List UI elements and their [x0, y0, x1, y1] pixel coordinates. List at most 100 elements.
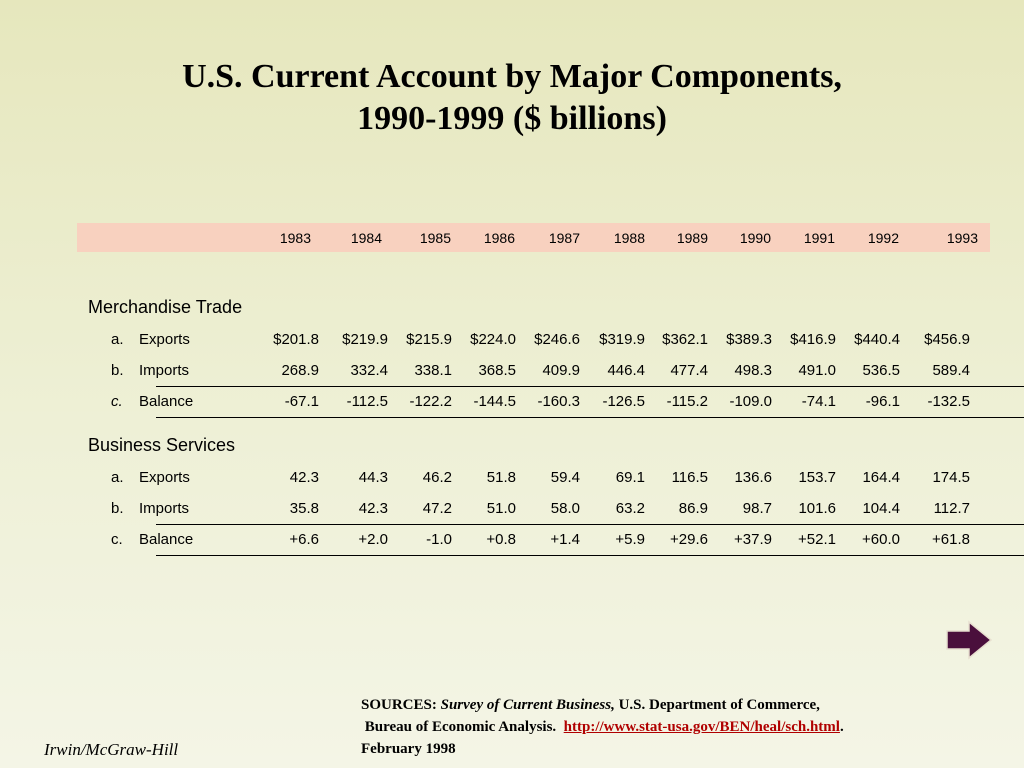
sources-note: SOURCES: Survey of Current Business, U.S… — [361, 694, 1021, 760]
table-cell: 116.5 — [671, 469, 708, 486]
table-cell: 69.1 — [615, 469, 645, 486]
sources-agency: U.S. Department of Commerce, — [618, 697, 820, 713]
table-cell: 42.3 — [358, 500, 388, 517]
row-divider — [156, 524, 1024, 525]
table-cell: -126.5 — [602, 393, 645, 410]
table-cell: 477.4 — [670, 362, 708, 379]
table-cell: +5.9 — [615, 531, 645, 548]
row-label: Imports — [139, 362, 190, 379]
table-cell: 104.4 — [862, 500, 900, 517]
table-cell: -96.1 — [865, 393, 900, 410]
table-cell: -109.0 — [729, 393, 772, 410]
sources-bureau: Bureau of Economic Analysis. — [364, 719, 557, 735]
year-header-cell: 1991 — [803, 230, 835, 246]
row-letter: a. — [111, 331, 124, 348]
year-header-cell: 1986 — [483, 230, 515, 246]
sources-link[interactable]: http://www.stat-usa.gov/BEN/heal/sch.htm… — [563, 719, 840, 735]
table-cell: +0.8 — [486, 531, 516, 548]
section-label: Merchandise Trade — [88, 297, 243, 317]
table-cell: $416.9 — [790, 331, 836, 348]
year-header-cell: 1989 — [676, 230, 708, 246]
sources-period: . — [839, 719, 844, 735]
table-cell: -160.3 — [537, 393, 580, 410]
year-header-cell: 1992 — [867, 230, 899, 246]
row-divider — [156, 386, 1024, 387]
table-cell: -115.2 — [666, 393, 708, 410]
year-header-cell: 1987 — [548, 230, 580, 246]
table-cell: 112.7 — [933, 500, 970, 517]
table-cell: 86.9 — [678, 500, 708, 517]
table-cell: 51.8 — [486, 469, 516, 486]
table-cell: 446.4 — [607, 362, 645, 379]
table-cell: 101.6 — [798, 500, 836, 517]
table-cell: 409.9 — [542, 362, 580, 379]
table-cell: 59.4 — [550, 469, 580, 486]
table-cell: 51.0 — [486, 500, 516, 517]
table-cell: $389.3 — [726, 331, 772, 348]
table-cell: +6.6 — [289, 531, 319, 548]
table-cell: 164.4 — [862, 469, 900, 486]
table-cell: 332.4 — [350, 362, 388, 379]
row-label: Imports — [139, 500, 190, 517]
table-cell: -122.2 — [409, 393, 452, 410]
table-cell: -144.5 — [473, 393, 516, 410]
row-divider — [156, 555, 1024, 556]
table-cell: +52.1 — [798, 531, 836, 548]
table-cell: $215.9 — [406, 331, 452, 348]
table-cell: +2.0 — [358, 531, 388, 548]
table-cell: 42.3 — [289, 469, 319, 486]
table-cell: 58.0 — [550, 500, 580, 517]
table-cell: +1.4 — [550, 531, 580, 548]
row-label: Exports — [139, 469, 190, 486]
year-header-cell: 1985 — [419, 230, 451, 246]
section-label: Business Services — [88, 435, 236, 455]
row-label: Balance — [139, 531, 194, 548]
table-cell: 268.9 — [281, 362, 319, 379]
table-cell: -132.5 — [927, 393, 970, 410]
row-label: Exports — [139, 331, 190, 348]
table-cell: $201.8 — [273, 331, 319, 348]
year-header-cell: 1988 — [613, 230, 645, 246]
title-line-2: 1990-1999 ($ billions) — [357, 100, 667, 137]
table-cell: +37.9 — [734, 531, 772, 548]
next-slide-button[interactable] — [944, 620, 994, 660]
table-cell: 98.7 — [742, 500, 772, 517]
table-cell: 491.0 — [798, 362, 836, 379]
table-cell: $456.9 — [924, 331, 970, 348]
table-cell: 46.2 — [422, 469, 452, 486]
page-title: U.S. Current Account by Major Components… — [0, 56, 1024, 140]
table-cell: $246.6 — [534, 331, 580, 348]
sources-date: February 1998 — [361, 741, 456, 757]
table-cell: 536.5 — [862, 362, 900, 379]
table-cell: 589.4 — [932, 362, 970, 379]
table-cell: 35.8 — [289, 500, 319, 517]
table-cell: 368.5 — [478, 362, 516, 379]
table-cell: $440.4 — [854, 331, 900, 348]
publisher-label: Irwin/McGraw-Hill — [44, 740, 179, 759]
sources-publication: Survey of Current Business, — [440, 697, 615, 713]
row-divider — [156, 417, 1024, 418]
table-cell: +61.8 — [932, 531, 970, 548]
table-cell: 63.2 — [615, 500, 645, 517]
table-cell: -74.1 — [801, 393, 836, 410]
year-header-cell: 1984 — [350, 230, 382, 246]
table-cell: 136.6 — [734, 469, 772, 486]
table-cell: 44.3 — [358, 469, 388, 486]
table-cell: -112.5 — [346, 393, 388, 410]
year-header-cell: 1990 — [739, 230, 771, 246]
table-cell: +60.0 — [862, 531, 900, 548]
table-cell: $219.9 — [342, 331, 388, 348]
year-header-band — [77, 223, 990, 252]
row-letter: a. — [111, 469, 124, 486]
table-cell: 498.3 — [734, 362, 772, 379]
row-letter: c. — [111, 531, 123, 548]
table-cell: $362.1 — [662, 331, 708, 348]
table-cell: +29.6 — [670, 531, 708, 548]
row-label: Balance — [139, 393, 194, 410]
row-letter: b. — [111, 362, 124, 379]
sources-prefix: SOURCES: — [361, 697, 437, 713]
table-cell: 47.2 — [422, 500, 452, 517]
row-letter: c. — [111, 393, 123, 410]
table-cell: 338.1 — [414, 362, 452, 379]
table-cell: $224.0 — [470, 331, 516, 348]
